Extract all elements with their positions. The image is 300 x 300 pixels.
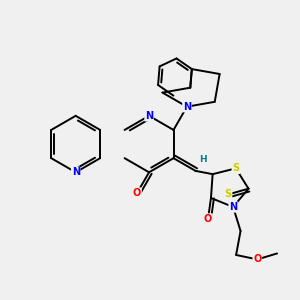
Text: N: N (183, 102, 191, 112)
Text: N: N (72, 167, 80, 177)
Text: S: S (232, 164, 239, 173)
Text: O: O (133, 188, 141, 198)
Text: O: O (253, 254, 261, 264)
Text: H: H (199, 155, 207, 164)
Text: N: N (229, 202, 237, 212)
Text: N: N (145, 111, 153, 121)
Text: O: O (204, 214, 212, 224)
Text: S: S (225, 190, 232, 200)
